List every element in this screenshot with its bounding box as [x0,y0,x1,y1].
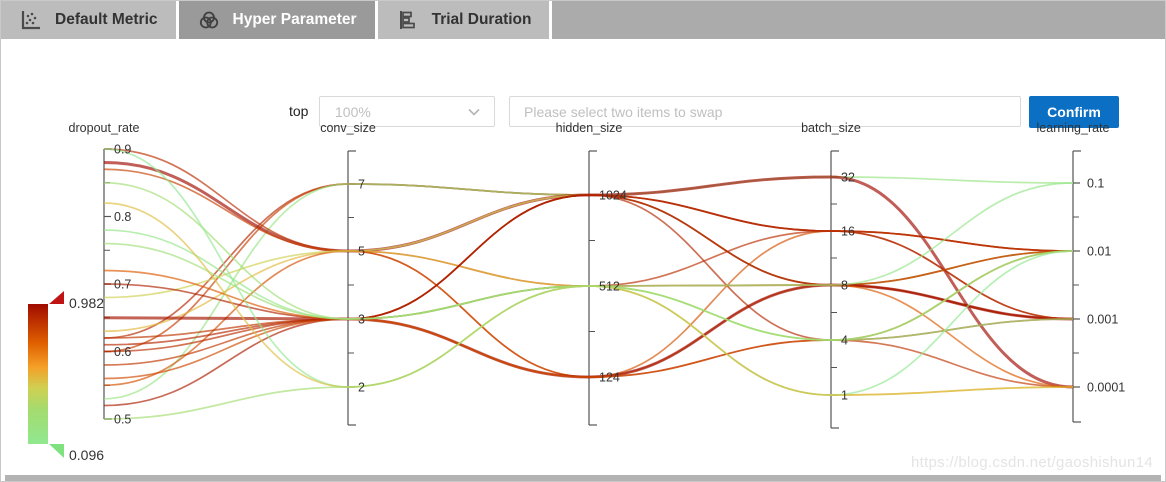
tab-label: Hyper Parameter [232,11,357,28]
swap-items-input[interactable] [509,96,1021,127]
tab-hyper-parameter[interactable]: Hyper Parameter [178,1,375,39]
svg-text:16: 16 [841,225,855,239]
tab-bar-filler [552,1,1165,39]
tab-bar: Default Metric Hyper Parameter Trial Dur… [1,1,1165,39]
svg-text:3: 3 [358,313,365,327]
tab-default-metric[interactable]: Default Metric [1,1,176,39]
tab-label: Default Metric [55,11,158,28]
svg-text:2: 2 [358,381,365,395]
svg-text:1: 1 [841,389,848,403]
svg-text:1024: 1024 [599,189,627,203]
svg-text:conv_size: conv_size [320,121,376,135]
svg-text:learning_rate: learning_rate [1037,121,1110,135]
svg-text:0.01: 0.01 [1087,245,1111,259]
svg-text:0.1: 0.1 [1087,177,1104,191]
svg-text:hidden_size: hidden_size [556,121,623,135]
svg-text:32: 32 [841,171,855,185]
tab-label: Trial Duration [431,11,532,28]
svg-text:124: 124 [599,371,620,385]
chart-toolbar: top 100% Confirm [1,39,1165,128]
svg-text:dropout_rate: dropout_rate [69,121,140,135]
svg-text:0.7: 0.7 [114,278,131,292]
top-label: top [289,103,309,119]
scatter-plot-icon [21,11,40,30]
svg-text:0.8: 0.8 [114,210,131,224]
horizontal-bars-icon [399,11,415,29]
svg-text:4: 4 [841,334,848,348]
window-bottom-edge [5,475,1161,481]
svg-text:0.982: 0.982 [69,295,104,311]
svg-text:0.5: 0.5 [114,413,131,427]
svg-text:0.6: 0.6 [114,345,131,359]
watermark: https://blog.csdn.net/gaoshishun14 [910,454,1153,471]
svg-text:512: 512 [599,280,620,294]
svg-text:0.9: 0.9 [114,143,131,157]
confirm-button[interactable]: Confirm [1029,96,1119,128]
top-percent-select[interactable]: 100% [319,96,495,127]
svg-text:batch_size: batch_size [801,121,861,135]
venn-circles-icon [199,11,218,29]
svg-text:8: 8 [841,279,848,293]
chevron-down-icon [468,108,480,116]
tab-trial-duration[interactable]: Trial Duration [377,1,550,39]
svg-text:0.001: 0.001 [1087,313,1118,327]
svg-text:5: 5 [358,245,365,259]
svg-text:7: 7 [358,178,365,192]
top-percent-value: 100% [335,103,371,120]
svg-text:0.0001: 0.0001 [1087,381,1125,395]
svg-text:0.096: 0.096 [69,447,104,463]
